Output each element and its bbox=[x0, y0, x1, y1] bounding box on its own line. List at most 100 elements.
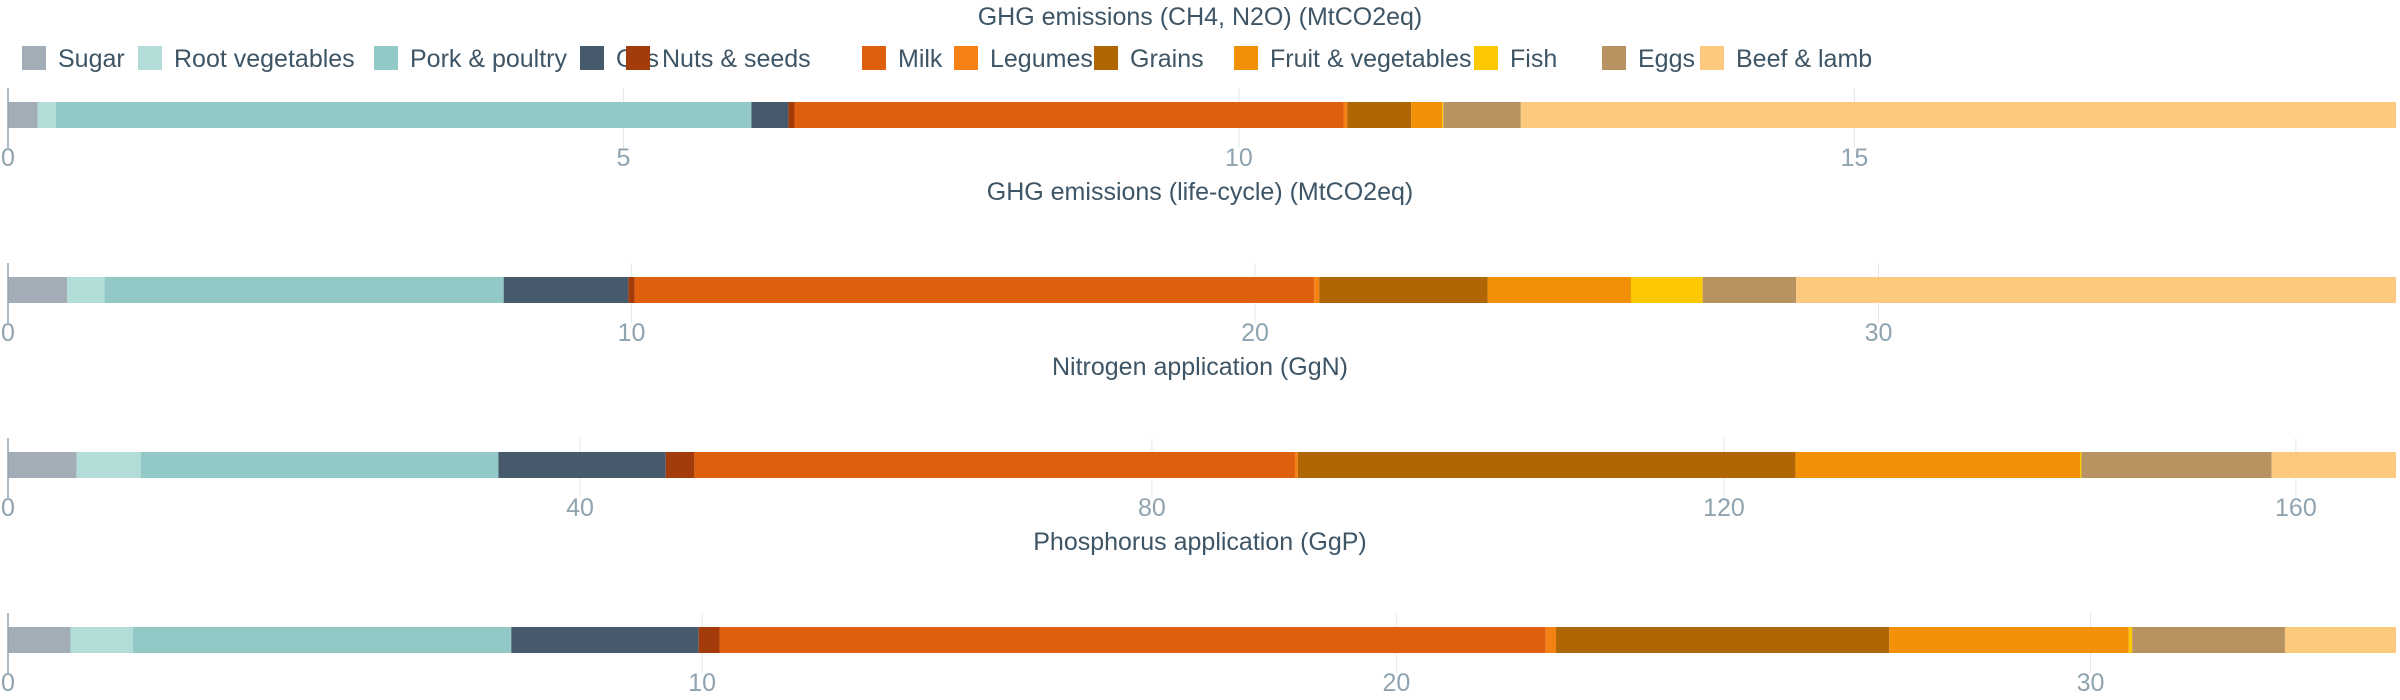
bar-segment-nuts-and-seeds bbox=[666, 452, 695, 478]
x-tick-label: 20 bbox=[1241, 319, 1269, 347]
bar-segment-root-vegetables bbox=[77, 452, 141, 478]
legend-label-eggs: Eggs bbox=[1638, 45, 1695, 73]
bar-segment-pork-and-poultry bbox=[105, 277, 504, 303]
chart-title: GHG emissions (life-cycle) (MtCO2eq) bbox=[987, 178, 1413, 206]
bar-segment-nuts-and-seeds bbox=[628, 277, 634, 303]
legend-item-milk[interactable]: Milk bbox=[862, 45, 943, 73]
legend-label-fish: Fish bbox=[1510, 45, 1557, 73]
bar-segment-root-vegetables bbox=[38, 102, 56, 128]
legend-item-eggs[interactable]: Eggs bbox=[1602, 45, 1695, 73]
bar-segment-fish bbox=[1631, 277, 1703, 303]
legend-swatch-beef-and-lamb bbox=[1700, 46, 1724, 70]
bar-segment-root-vegetables bbox=[70, 627, 132, 653]
bar-segment-sugar bbox=[8, 452, 77, 478]
bar-segment-nuts-and-seeds bbox=[788, 102, 794, 128]
legend-swatch-eggs bbox=[1602, 46, 1626, 70]
bar-segment-fruit-and-vegetables bbox=[1411, 102, 1442, 128]
legend-item-sugar[interactable]: Sugar bbox=[22, 45, 125, 73]
legend-label-legumes: Legumes bbox=[990, 45, 1093, 73]
legend-label-beef-and-lamb: Beef & lamb bbox=[1736, 45, 1872, 73]
bar-segment-nuts-and-seeds bbox=[699, 627, 720, 653]
legend-swatch-fruit-and-vegetables bbox=[1234, 46, 1258, 70]
x-tick-label: 30 bbox=[1865, 319, 1893, 347]
bar-segment-milk bbox=[694, 452, 1295, 478]
bar-segment-grains bbox=[1347, 102, 1411, 128]
legend-item-fish[interactable]: Fish bbox=[1474, 45, 1557, 73]
x-tick-label: 15 bbox=[1840, 144, 1868, 172]
bar-segment-oils bbox=[498, 452, 665, 478]
chart-title: Nitrogen application (GgN) bbox=[1052, 353, 1348, 381]
bar-segment-oils bbox=[504, 277, 629, 303]
chart-title: Phosphorus application (GgP) bbox=[1033, 528, 1367, 556]
legend-label-root-vegetables: Root vegetables bbox=[174, 45, 355, 73]
bar-segment-root-vegetables bbox=[67, 277, 104, 303]
legend-item-legumes[interactable]: Legumes bbox=[954, 45, 1093, 73]
bar-segment-eggs bbox=[1443, 102, 1521, 128]
bar-segment-pork-and-poultry bbox=[133, 627, 511, 653]
chart-panel-3: Nitrogen application (GgN) 0 40 80 120 160 bbox=[1, 353, 2396, 522]
legend-item-root-vegetables[interactable]: Root vegetables bbox=[138, 45, 355, 73]
legend-swatch-grains bbox=[1094, 46, 1118, 70]
bar-segment-legumes bbox=[1546, 627, 1556, 653]
bar-segment-eggs bbox=[2081, 452, 2271, 478]
bar-segment-fish bbox=[2129, 627, 2132, 653]
legend-label-milk: Milk bbox=[898, 45, 943, 73]
bar-segment-fish bbox=[2080, 452, 2081, 478]
bar-segment-pork-and-poultry bbox=[56, 102, 751, 128]
legend-swatch-sugar bbox=[22, 46, 46, 70]
legend-label-fruit-and-vegetables: Fruit & vegetables bbox=[1270, 45, 1472, 73]
legend-swatch-fish bbox=[1474, 46, 1498, 70]
legend-swatch-legumes bbox=[954, 46, 978, 70]
x-tick-label: 10 bbox=[688, 669, 716, 697]
x-tick-label: 80 bbox=[1138, 494, 1166, 522]
legend-label-sugar: Sugar bbox=[58, 45, 125, 73]
legend-swatch-nuts-and-seeds bbox=[626, 46, 650, 70]
bar-segment-beef-and-lamb bbox=[2272, 452, 2396, 478]
bar-segment-fish bbox=[1442, 102, 1443, 128]
legend-label-grains: Grains bbox=[1130, 45, 1204, 73]
x-tick-label: 0 bbox=[1, 669, 15, 697]
bar-segment-legumes bbox=[1314, 277, 1319, 303]
x-tick-label: 160 bbox=[2275, 494, 2317, 522]
chart-panel-2: GHG emissions (life-cycle) (MtCO2eq) 0 10 2… bbox=[1, 178, 2396, 347]
bar-segment-grains bbox=[1319, 277, 1487, 303]
x-tick-label: 10 bbox=[1225, 144, 1253, 172]
bar-segment-grains bbox=[1556, 627, 1889, 653]
bar-segment-sugar bbox=[8, 102, 38, 128]
bar-segment-beef-and-lamb bbox=[1796, 277, 2396, 303]
bar-segment-legumes bbox=[1295, 452, 1298, 478]
legend-item-fruit-and-vegetables[interactable]: Fruit & vegetables bbox=[1234, 45, 1472, 73]
x-tick-label: 0 bbox=[1, 319, 15, 347]
legend-item-pork-and-poultry[interactable]: Pork & poultry bbox=[374, 45, 568, 73]
bar-segment-fruit-and-vegetables bbox=[1488, 277, 1631, 303]
bar-segment-fruit-and-vegetables bbox=[1795, 452, 2080, 478]
x-tick-label: 20 bbox=[1382, 669, 1410, 697]
bar-segment-fruit-and-vegetables bbox=[1889, 627, 2128, 653]
chart-panel-4: Phosphorus application (GgP) 0 10 20 30 bbox=[1, 528, 2396, 697]
legend-swatch-milk bbox=[862, 46, 886, 70]
legend-label-nuts-and-seeds: Nuts & seeds bbox=[662, 45, 811, 73]
x-tick-label: 5 bbox=[617, 144, 631, 172]
x-tick-label: 120 bbox=[1703, 494, 1745, 522]
legend-label-pork-and-poultry: Pork & poultry bbox=[410, 45, 568, 73]
x-tick-label: 40 bbox=[566, 494, 594, 522]
bar-segment-milk bbox=[795, 102, 1344, 128]
bar-segment-beef-and-lamb bbox=[2285, 627, 2396, 653]
legend-item-grains[interactable]: Grains bbox=[1094, 45, 1204, 73]
bar-segment-pork-and-poultry bbox=[141, 452, 498, 478]
bar-segment-legumes bbox=[1344, 102, 1348, 128]
chart-title: GHG emissions (CH4, N2O) (MtCO2eq) bbox=[978, 3, 1423, 31]
x-tick-label: 30 bbox=[2077, 669, 2105, 697]
x-tick-label: 10 bbox=[618, 319, 646, 347]
legend-swatch-pork-and-poultry bbox=[374, 46, 398, 70]
bar-segment-oils bbox=[511, 627, 698, 653]
bar-segment-milk bbox=[720, 627, 1546, 653]
bar-segment-beef-and-lamb bbox=[1521, 102, 2396, 128]
bar-segment-sugar bbox=[8, 627, 70, 653]
legend-item-beef-and-lamb[interactable]: Beef & lamb bbox=[1700, 45, 1872, 73]
bar-segment-eggs bbox=[1703, 277, 1797, 303]
bar-segment-milk bbox=[635, 277, 1315, 303]
